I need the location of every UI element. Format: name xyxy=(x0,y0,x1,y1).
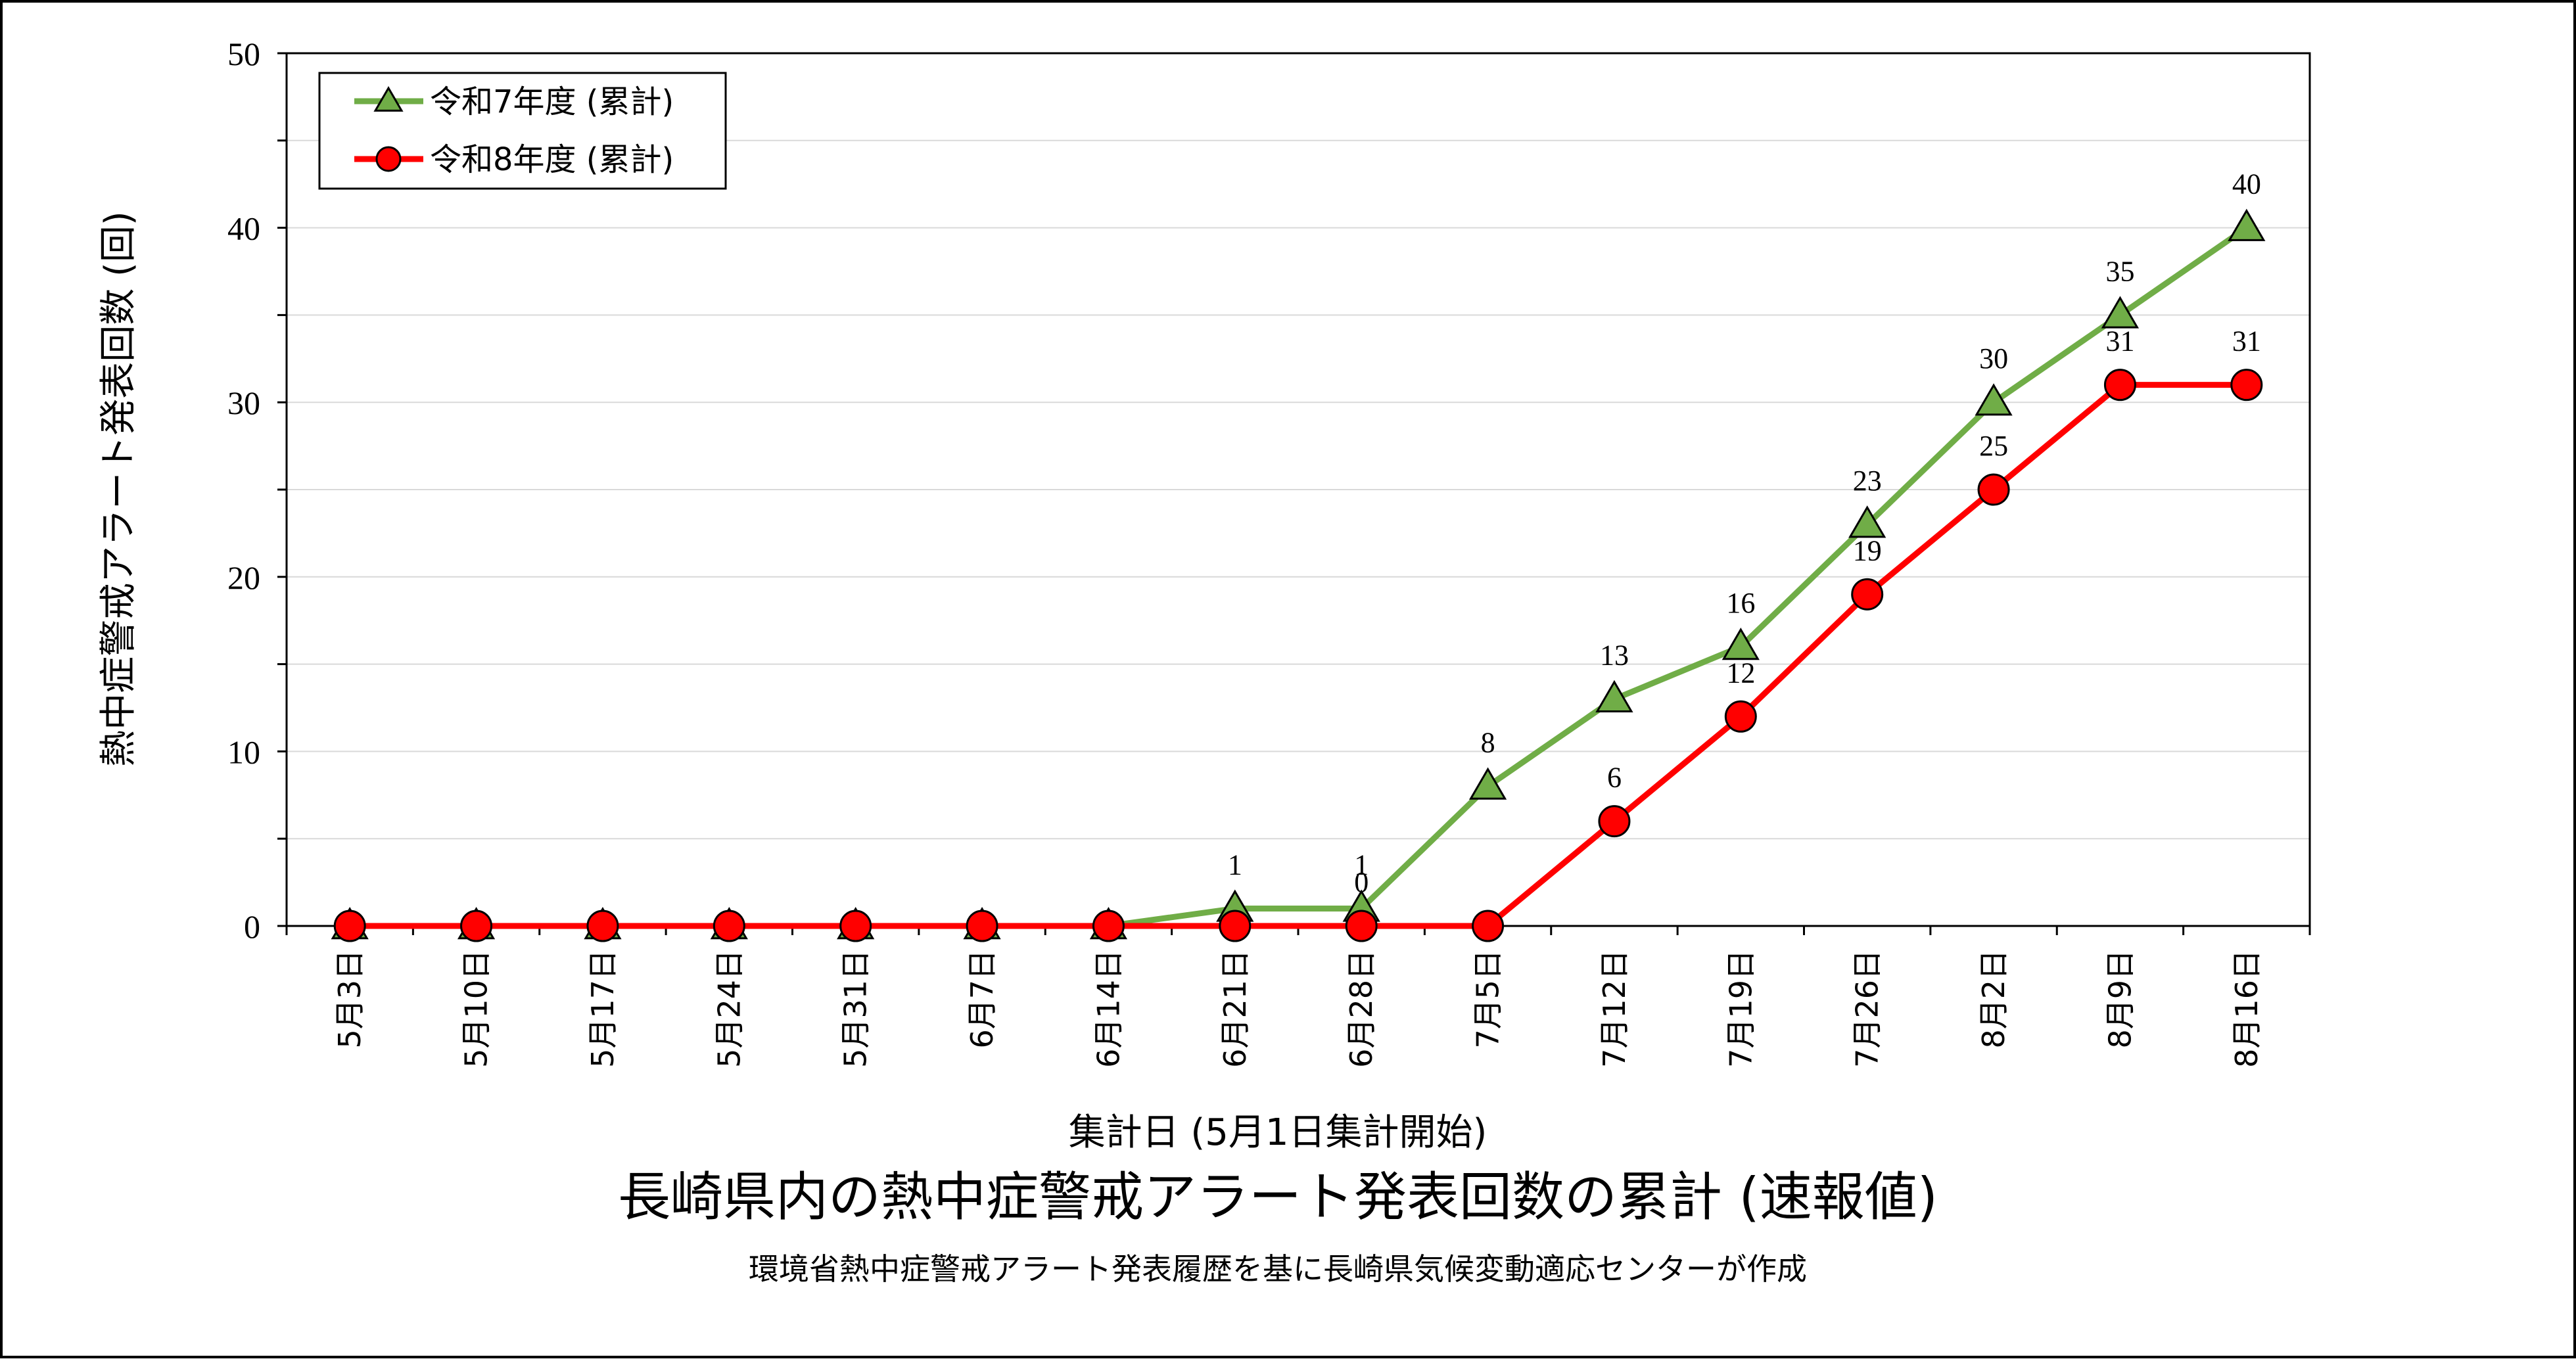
data-label: 35 xyxy=(2105,255,2134,287)
x-tick-label: 6月7日 xyxy=(964,950,1000,1049)
x-tick-label: 7月26日 xyxy=(1850,950,1885,1068)
y-axis-title: 熱中症警戒アラート発表回数 (回) xyxy=(97,211,140,767)
x-tick-label: 5月17日 xyxy=(585,950,621,1068)
data-point-circle xyxy=(1598,805,1631,838)
x-tick-label: 5月3日 xyxy=(332,950,367,1049)
data-point-triangle xyxy=(1721,628,1760,660)
data-point-circle xyxy=(1977,473,2010,506)
data-label: 0 xyxy=(1354,866,1369,898)
y-tick-label: 30 xyxy=(227,384,260,421)
y-tick-label: 10 xyxy=(227,733,260,770)
data-point-circle xyxy=(1219,910,1252,942)
data-label: 1 xyxy=(1354,848,1369,881)
x-tick-label: 6月28日 xyxy=(1344,950,1379,1068)
data-point-triangle xyxy=(1468,767,1507,800)
legend-label: 令和8年度 (累計) xyxy=(430,141,674,178)
data-point-triangle xyxy=(2101,296,2140,329)
series-2 xyxy=(333,369,2263,942)
chart-subtitle: 環境省熱中症警戒アラート発表履歴を基に長崎県気候変動適応センターが作成 xyxy=(749,1251,1807,1287)
data-point-triangle xyxy=(1595,680,1633,712)
x-tick-label: 6月21日 xyxy=(1217,950,1253,1068)
data-point-triangle xyxy=(1975,383,2013,416)
data-label: 8 xyxy=(1481,727,1495,759)
series-1 xyxy=(331,208,2266,940)
x-tick-label: 8月9日 xyxy=(2102,950,2138,1049)
x-tick-label: 5月10日 xyxy=(459,950,494,1068)
data-label: 19 xyxy=(1853,534,1882,566)
data-point-circle xyxy=(1724,700,1757,733)
data-point-triangle xyxy=(2228,208,2266,241)
chart-title: 長崎県内の熱中症警戒アラート発表回数の累計 (速報値) xyxy=(618,1166,1938,1228)
data-point-circle xyxy=(375,146,402,172)
legend-item-1: 令和7年度 (累計) xyxy=(354,83,674,120)
x-tick-label: 8月16日 xyxy=(2229,950,2264,1068)
x-axis-title: 集計日 (5月1日集計開始) xyxy=(1069,1111,1487,1154)
data-point-circle xyxy=(2230,369,2263,402)
data-point-circle xyxy=(333,910,366,942)
data-label: 13 xyxy=(1600,639,1629,672)
legend: 令和7年度 (累計) 令和8年度 (累計) xyxy=(318,72,727,190)
data-label: 12 xyxy=(1726,657,1755,689)
legend-item-2: 令和8年度 (累計) xyxy=(354,141,674,178)
data-point-triangle xyxy=(1848,505,1886,538)
grid-lines xyxy=(287,139,2310,840)
data-label: 6 xyxy=(1607,762,1622,794)
data-point-circle xyxy=(966,910,998,942)
y-tick-label: 20 xyxy=(227,559,260,596)
data-point-circle xyxy=(2103,369,2136,402)
series-layer xyxy=(331,208,2266,942)
x-tick-label: 8月2日 xyxy=(1976,950,2011,1049)
data-label: 31 xyxy=(2232,325,2261,358)
y-axis: 0 10 20 30 40 50 xyxy=(227,35,287,945)
data-point-circle xyxy=(460,910,493,942)
y-tick-label: 50 xyxy=(227,35,260,72)
data-point-circle xyxy=(1345,910,1378,942)
data-label: 1 xyxy=(1228,848,1242,881)
data-label: 23 xyxy=(1853,465,1882,497)
data-point-circle xyxy=(1472,910,1505,942)
data-label: 16 xyxy=(1726,587,1755,619)
data-point-circle xyxy=(713,910,745,942)
y-tick-label: 0 xyxy=(244,908,260,945)
x-tick-label: 7月5日 xyxy=(1470,950,1506,1049)
data-label: 40 xyxy=(2232,168,2261,200)
data-label: 30 xyxy=(1979,342,2008,375)
x-tick-label: 6月14日 xyxy=(1090,950,1126,1068)
x-tick-label: 7月19日 xyxy=(1723,950,1758,1068)
x-tick-label: 5月24日 xyxy=(711,950,747,1068)
data-point-triangle xyxy=(373,86,404,112)
data-label: 25 xyxy=(1979,430,2008,462)
data-point-circle xyxy=(586,910,619,942)
x-tick-label: 5月31日 xyxy=(838,950,874,1068)
data-point-circle xyxy=(839,910,872,942)
series-line xyxy=(350,382,2247,929)
data-point-circle xyxy=(1092,910,1125,942)
x-tick-label: 7月12日 xyxy=(1597,950,1632,1068)
data-labels: 1 1 8 13 16 23 30 35 40 0 6 12 19 25 31 31 xyxy=(1228,168,2261,898)
x-axis: 5月3日 5月10日 5月17日 5月24日 5月31日 6月7日 6月14日 6月21日 6月… xyxy=(285,926,2311,1068)
legend-label: 令和7年度 (累計) xyxy=(430,83,674,120)
data-label: 31 xyxy=(2105,325,2134,358)
data-point-circle xyxy=(1851,578,1884,611)
y-tick-label: 40 xyxy=(227,210,260,247)
